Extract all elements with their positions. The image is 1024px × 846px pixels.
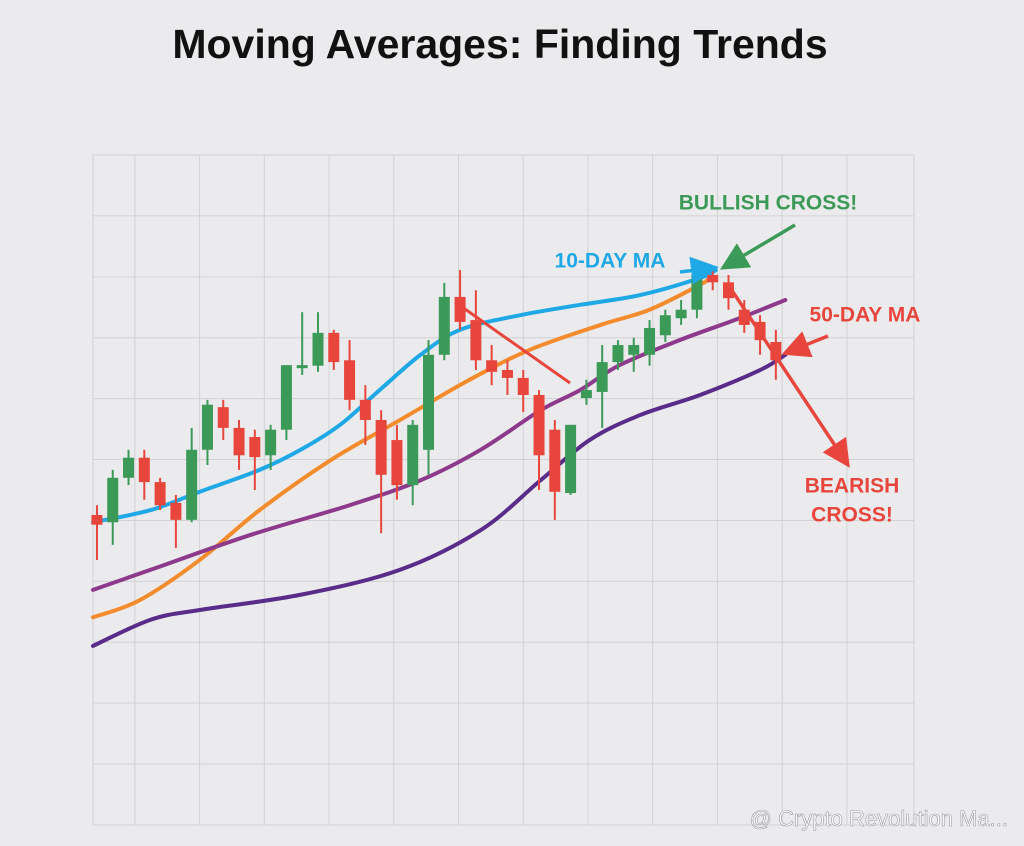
candle-body [659, 315, 671, 336]
candle-body [312, 332, 324, 366]
arrow [781, 331, 829, 358]
candle-body [644, 327, 656, 355]
candle-body [280, 365, 292, 430]
candle-body [565, 424, 577, 494]
candle-body [675, 309, 687, 319]
arrow [679, 256, 719, 285]
candle-body [344, 360, 356, 400]
candle-body [391, 440, 403, 486]
candle-body [454, 296, 466, 322]
candle-body [517, 377, 529, 395]
candle-body [533, 394, 545, 456]
ma-line [91, 297, 788, 592]
candle-body [707, 274, 719, 283]
candle-body [423, 354, 435, 450]
candle-body [691, 274, 703, 310]
candle-body [596, 362, 608, 392]
candle-body [217, 407, 229, 428]
candle-body [486, 360, 498, 372]
candle-body [549, 429, 561, 492]
candle-body [407, 424, 419, 486]
chart-title: Moving Averages: Finding Trends [172, 21, 827, 67]
candle-body [170, 502, 182, 520]
candle-body [359, 399, 371, 420]
candle-body [123, 457, 135, 478]
candle-body [186, 449, 198, 520]
candle-body [201, 404, 213, 450]
candle-body [628, 345, 640, 355]
annotation: BEARISH [805, 475, 900, 498]
candle-body [91, 514, 103, 525]
annotation: BULLISH CROSS! [679, 192, 858, 215]
arrow [719, 223, 796, 270]
candle-body [722, 282, 734, 299]
arrow [725, 282, 850, 468]
candle-body [580, 390, 592, 399]
candle-body [612, 345, 624, 363]
annotation: 50-DAY MA [810, 304, 921, 327]
candle-body [375, 419, 387, 475]
candle-body [249, 437, 261, 458]
candle-body [138, 457, 150, 483]
ma-line [91, 352, 788, 648]
candle-body [470, 320, 482, 361]
annotation: 10-DAY MA [555, 250, 666, 273]
ma-line [91, 268, 718, 525]
candle-body [265, 429, 277, 456]
candle-body [328, 332, 340, 363]
candle-body [501, 370, 513, 378]
annotation: CROSS! [811, 504, 893, 527]
candle-body [296, 365, 308, 369]
candle-body [107, 477, 119, 523]
candle-body [438, 296, 450, 355]
candle-body [738, 309, 750, 325]
plot-frame [92, 154, 915, 826]
watermark: @ Crypto Revolution Ma... [750, 806, 1008, 831]
candle-body [233, 427, 245, 456]
candle-body [154, 482, 166, 506]
trend-line [454, 300, 571, 385]
candle-body [770, 341, 782, 361]
